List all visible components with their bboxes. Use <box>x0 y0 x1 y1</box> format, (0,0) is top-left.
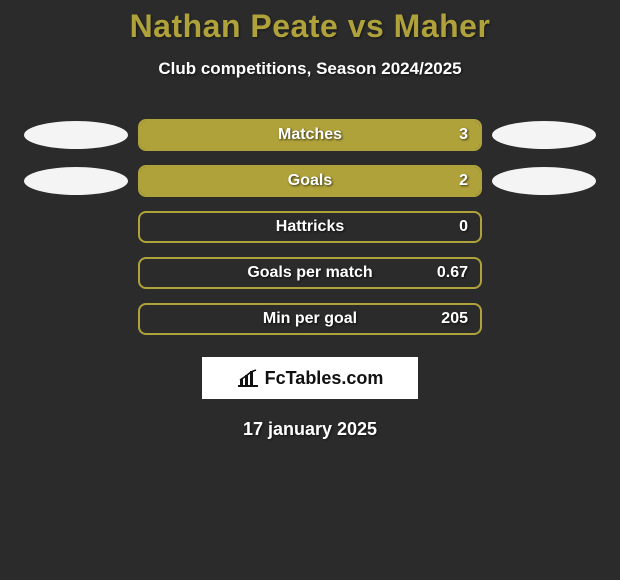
stat-value: 3 <box>459 126 468 144</box>
stat-bar: Goals per match 0.67 <box>138 257 482 289</box>
stat-value: 205 <box>441 310 468 328</box>
spacer <box>492 305 596 333</box>
spacer <box>492 259 596 287</box>
left-ellipse <box>24 121 128 149</box>
stat-row: Goals 2 <box>0 165 620 197</box>
spacer <box>492 213 596 241</box>
stat-label: Hattricks <box>276 218 344 236</box>
stat-value: 0 <box>459 218 468 236</box>
stat-value: 0.67 <box>437 264 468 282</box>
right-ellipse <box>492 167 596 195</box>
bar-chart-icon <box>237 369 259 387</box>
stat-value: 2 <box>459 172 468 190</box>
widget-root: Nathan Peate vs Maher Club competitions,… <box>0 0 620 440</box>
stat-row: Min per goal 205 <box>0 303 620 335</box>
spacer <box>24 213 128 241</box>
subtitle: Club competitions, Season 2024/2025 <box>0 59 620 79</box>
stat-bar: Hattricks 0 <box>138 211 482 243</box>
brand-text: FcTables.com <box>265 368 384 389</box>
stats-list: Matches 3 Goals 2 Hattricks 0 <box>0 119 620 335</box>
left-ellipse <box>24 167 128 195</box>
stat-label: Matches <box>278 126 342 144</box>
stat-row: Hattricks 0 <box>0 211 620 243</box>
stat-row: Goals per match 0.67 <box>0 257 620 289</box>
stat-label: Goals <box>288 172 332 190</box>
stat-label: Goals per match <box>247 264 372 282</box>
brand-link[interactable]: FcTables.com <box>202 357 418 399</box>
stat-bar: Matches 3 <box>138 119 482 151</box>
right-ellipse <box>492 121 596 149</box>
stat-bar: Goals 2 <box>138 165 482 197</box>
spacer <box>24 305 128 333</box>
stat-label: Min per goal <box>263 310 357 328</box>
stat-bar: Min per goal 205 <box>138 303 482 335</box>
stat-row: Matches 3 <box>0 119 620 151</box>
page-title: Nathan Peate vs Maher <box>0 8 620 45</box>
spacer <box>24 259 128 287</box>
date-label: 17 january 2025 <box>0 419 620 440</box>
